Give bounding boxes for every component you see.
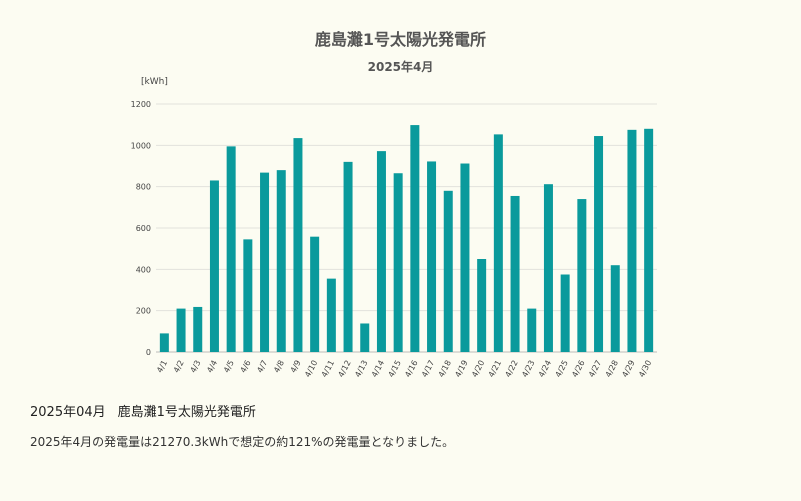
x-tick-label: 4/20	[470, 359, 486, 379]
bar-4-23	[527, 308, 537, 352]
x-tick-label: 4/16	[403, 359, 419, 379]
bar-4-18	[443, 190, 453, 352]
bar-4-17	[427, 161, 437, 352]
y-tick-label: 800	[136, 183, 151, 192]
bar-4-26	[577, 199, 587, 352]
x-tick-label: 4/10	[303, 359, 319, 379]
bar-4-9	[293, 138, 303, 352]
x-tick-label: 4/26	[570, 359, 586, 379]
x-tick-label: 4/11	[320, 359, 336, 379]
bar-4-27	[594, 136, 604, 352]
x-tick-label: 4/23	[520, 359, 536, 379]
chart-subtitle: 2025年4月	[367, 60, 434, 74]
bar-4-10	[310, 236, 320, 352]
x-tick-label: 4/25	[554, 359, 570, 379]
x-tick-label: 4/4	[205, 359, 219, 375]
x-tick-label: 4/1	[155, 359, 169, 375]
bar-4-22	[510, 195, 520, 352]
bar-4-5	[226, 146, 236, 352]
bar-4-29	[627, 129, 637, 352]
footer-period: 2025年04月	[30, 405, 106, 420]
x-tick-label: 4/3	[189, 359, 203, 375]
bar-4-4	[209, 180, 219, 352]
bar-4-7	[260, 172, 270, 352]
bar-4-28	[610, 265, 620, 352]
grid-lines	[156, 103, 657, 353]
x-tick-label: 4/2	[172, 359, 186, 375]
y-tick-label: 600	[136, 224, 151, 233]
y-axis-unit-label: [kWh]	[141, 77, 168, 87]
x-tick-label: 4/29	[620, 359, 636, 379]
x-tick-label: 4/17	[420, 359, 436, 379]
bar-4-24	[543, 184, 553, 352]
x-tick-label: 4/13	[353, 359, 369, 379]
bar-4-11	[326, 278, 336, 352]
x-tick-label: 4/5	[222, 359, 236, 375]
bar-4-25	[560, 274, 570, 352]
summary-text: 2025年4月の発電量は21270.3kWhで想定の約121%の発電量となりまし…	[30, 435, 455, 449]
y-axis-ticks: 0 200 400 600 800 1000 1200	[131, 100, 151, 357]
bars	[159, 125, 654, 352]
x-tick-label: 4/24	[537, 359, 553, 379]
x-tick-label: 4/15	[387, 359, 403, 379]
x-tick-label: 4/28	[604, 359, 620, 379]
y-tick-label: 200	[136, 307, 151, 316]
x-tick-label: 4/14	[370, 359, 386, 379]
bar-4-21	[493, 134, 503, 352]
x-tick-label: 4/8	[272, 359, 286, 375]
y-tick-label: 400	[136, 265, 151, 274]
x-tick-label: 4/7	[255, 359, 269, 375]
y-tick-label: 1000	[131, 141, 151, 150]
bar-4-3	[193, 306, 203, 352]
x-tick-label: 4/27	[587, 359, 603, 379]
bar-4-12	[343, 161, 353, 352]
x-tick-label: 4/21	[487, 359, 503, 379]
x-tick-label: 4/12	[336, 359, 352, 379]
bar-4-8	[276, 170, 286, 352]
footer-heading: 2025年04月 鹿島灘1号太陽光発電所	[30, 401, 256, 420]
bar-4-19	[460, 163, 470, 352]
x-tick-label: 4/19	[453, 359, 469, 379]
x-tick-label: 4/30	[637, 359, 653, 379]
x-tick-label: 4/6	[239, 359, 253, 375]
bar-4-1	[159, 333, 169, 352]
bar-4-6	[243, 239, 253, 352]
bar-4-15	[393, 173, 403, 352]
chart-title: 鹿島灘1号太陽光発電所	[314, 30, 487, 49]
bar-4-20	[477, 259, 487, 352]
x-tick-label: 4/9	[289, 359, 303, 375]
x-tick-label: 4/18	[437, 359, 453, 379]
footer-plant-name: 鹿島灘1号太陽光発電所	[117, 405, 256, 420]
bar-4-2	[176, 308, 186, 352]
bar-4-13	[360, 323, 370, 352]
x-tick-label: 4/22	[503, 359, 519, 379]
y-tick-label: 0	[146, 348, 151, 357]
bar-4-16	[410, 125, 420, 352]
x-axis-ticks: 4/1 4/2 4/3 4/4 4/5 4/6 4/7 4/8 4/9 4/10 4/11 4/12 4…	[155, 359, 653, 379]
bar-4-30	[644, 128, 654, 352]
bar-4-14	[376, 151, 386, 352]
y-tick-label: 1200	[131, 100, 151, 109]
bar-chart: 0 200 400 600 800 1000 1200 [kWh] 4/1 4/2 4/3 4/4…	[131, 77, 657, 379]
